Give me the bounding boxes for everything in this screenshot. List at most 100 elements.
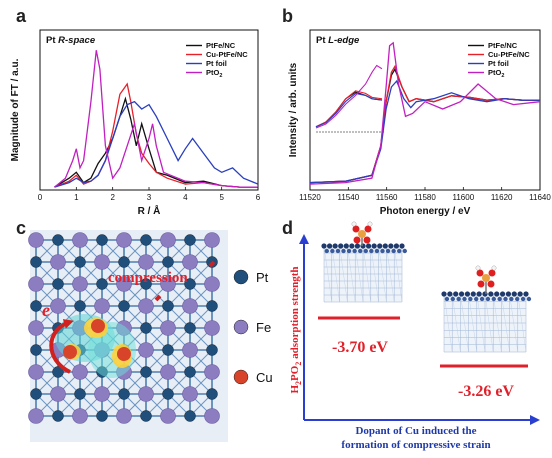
surface-atom	[349, 243, 355, 249]
pt-atom	[140, 234, 152, 246]
slab-grid	[484, 293, 494, 353]
panel-b: b Pt L-edge 11520 11540 11560 11580 11600 116…	[282, 6, 551, 217]
slab-grid	[386, 245, 395, 303]
fe-atom	[160, 320, 176, 336]
surface-atom	[343, 243, 349, 249]
fe-atom	[160, 232, 176, 248]
panel-d: d H2PO2 adsorption strength Dopant of Cu…	[282, 218, 540, 451]
pt-atom	[30, 344, 42, 356]
fe-atom	[50, 386, 66, 402]
fe-atom	[28, 276, 44, 292]
slab-grid	[443, 293, 453, 353]
plot-a-tick-label: 0	[38, 193, 43, 202]
surface-atom	[482, 291, 488, 297]
slab-grid	[323, 245, 332, 303]
plot-b-title: Pt L-edge	[316, 35, 360, 46]
compression-label: compression	[108, 270, 188, 286]
pt-atom	[184, 410, 196, 422]
pt-atom	[30, 256, 42, 268]
adsorbate-o-atom	[477, 280, 485, 288]
surface-atom	[468, 296, 473, 302]
compression-arrow-top	[208, 260, 216, 268]
fe-atom	[94, 254, 110, 270]
fe-atom	[116, 276, 132, 292]
surface-atom	[491, 296, 496, 302]
adsorbate-o-atom	[364, 225, 372, 233]
legend-label-fe: Fe	[256, 320, 271, 335]
pt-atom	[206, 300, 218, 312]
fe-atom	[138, 386, 154, 402]
plot-a-series-pt-foil	[54, 100, 259, 188]
adsorbate-o-atom	[353, 236, 361, 244]
plot-a-tick-label: 6	[256, 193, 261, 202]
surface-atom	[371, 243, 377, 249]
surface-atom	[346, 248, 352, 254]
surface-atom	[399, 243, 405, 249]
slab-model-cu-free	[321, 221, 407, 303]
plot-a-tick-label: 2	[110, 193, 115, 202]
slab-grid	[501, 293, 510, 353]
pt-atom	[118, 388, 130, 400]
adsorbate-o-atom	[363, 236, 371, 244]
panel-letter-c: c	[16, 218, 26, 238]
surface-atom	[393, 243, 400, 249]
slab-grid	[339, 245, 348, 303]
fe-atom	[160, 276, 176, 292]
inset-series-pt-foil	[315, 92, 383, 128]
fe-atom	[116, 408, 132, 424]
fe-atom	[94, 298, 110, 314]
slab-grid	[509, 293, 518, 353]
surface-atom	[485, 296, 491, 302]
plot-b-tick-label: 11560	[376, 193, 398, 202]
fe-atom	[204, 364, 220, 380]
pt-atom	[30, 388, 42, 400]
fe-atom	[138, 298, 154, 314]
plot-b-tick-label: 11580	[414, 193, 436, 202]
slab-grid	[517, 293, 527, 353]
plot-a-tick-label: 1	[74, 193, 79, 202]
plot-a-legend-label: Cu-PtFe/NC	[206, 50, 248, 59]
surface-atom	[444, 296, 450, 302]
pt-atom	[140, 322, 152, 334]
pt-atom	[52, 366, 64, 378]
plot-b-series	[309, 41, 541, 185]
surface-atom	[326, 243, 333, 249]
pt-atom	[162, 388, 174, 400]
pt-atom	[74, 388, 86, 400]
surface-atom	[526, 296, 532, 302]
pt-atom	[30, 300, 42, 312]
fe-atom	[182, 298, 198, 314]
adsorbate-o-atom	[352, 225, 360, 233]
plot-b-tick-label: 11520	[299, 193, 321, 202]
surface-atom	[338, 243, 344, 249]
pt-atom	[74, 256, 86, 268]
surface-atom	[382, 243, 388, 249]
legend-atom-cu	[233, 369, 249, 385]
fe-atom	[28, 232, 44, 248]
fe-atom	[28, 320, 44, 336]
fe-atom	[138, 342, 154, 358]
slab-grid	[394, 245, 403, 303]
inset-series-cu-ptfe-nc	[315, 90, 383, 128]
fe-atom	[50, 298, 66, 314]
plot-a-tick-label: 5	[219, 193, 224, 202]
x-axis-label-line1: Dopant of Cu induced the	[355, 425, 476, 437]
plot-a-tick-label: 4	[183, 193, 188, 202]
slab-grid	[460, 293, 469, 353]
fe-atom	[182, 254, 198, 270]
surface-atom	[391, 248, 396, 254]
surface-atom	[330, 248, 335, 254]
surface-atom	[479, 296, 485, 302]
surface-atom	[335, 248, 341, 254]
plot-b-inset	[315, 64, 384, 133]
adsorbate-p-atom	[482, 274, 490, 282]
slab-model-cu-doped	[441, 265, 532, 353]
pt-atom	[118, 256, 130, 268]
plot-b-series-ptfe-nc	[309, 67, 540, 184]
surface-atom	[374, 248, 380, 254]
surface-atom	[462, 296, 467, 302]
adsorbate-h-atom	[367, 221, 373, 227]
legend-atom-pt	[233, 269, 249, 285]
surface-atom	[464, 291, 471, 297]
fe-atom	[94, 386, 110, 402]
